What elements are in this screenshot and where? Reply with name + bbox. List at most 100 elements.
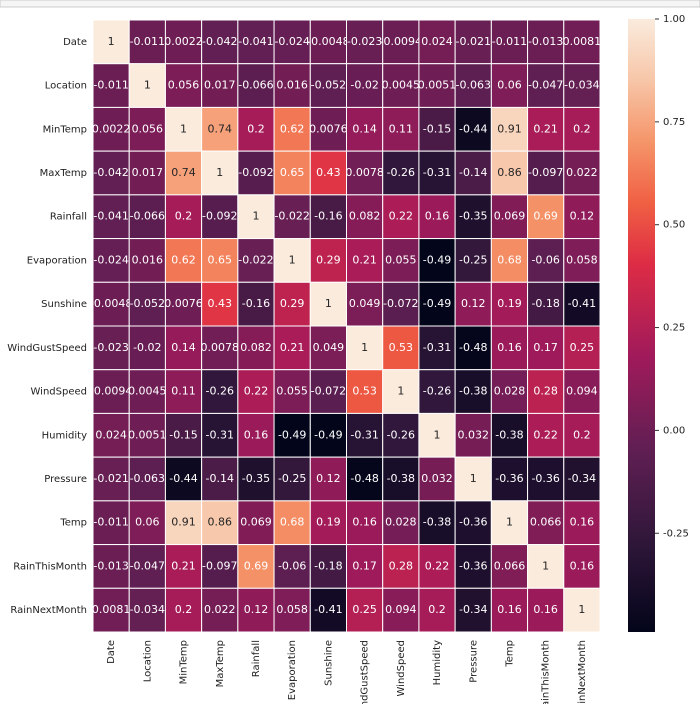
- cell-label: 0.058: [566, 253, 598, 266]
- heatmap-cell: [454, 369, 492, 414]
- x-tick-label: WindGustSpeed: [360, 640, 371, 704]
- heatmap-cell: [273, 281, 311, 327]
- heatmap-cell: [273, 544, 311, 589]
- cell-label: 0.17: [533, 341, 558, 354]
- cell-label: 0.0051: [418, 79, 457, 92]
- cell-label: 0.06: [497, 79, 522, 92]
- cell-label: -0.06: [531, 253, 559, 266]
- cell-label: 1: [252, 210, 259, 223]
- cell-label: 0.2: [573, 122, 591, 135]
- cell-label: 0.069: [494, 210, 526, 223]
- heatmap-cell: [273, 456, 311, 502]
- cell-label: 0.28: [389, 559, 414, 572]
- cell-label: -0.0094: [380, 35, 422, 48]
- cell-label: 0.12: [461, 297, 486, 310]
- cell-label: 0.22: [425, 559, 450, 572]
- cell-label: 0.91: [171, 516, 196, 529]
- cell-label: -0.38: [387, 472, 415, 485]
- cell-label: -0.25: [459, 253, 487, 266]
- y-tick-label: Sunshine: [41, 299, 87, 310]
- cell-label: 1: [361, 341, 368, 354]
- cell-label: 0.082: [240, 341, 272, 354]
- heatmap-cell: [563, 106, 601, 152]
- heatmap-cell: [382, 325, 420, 371]
- cell-label: 0.069: [240, 516, 272, 529]
- cell-label: -0.066: [130, 210, 165, 223]
- cell-label: 0.017: [132, 166, 164, 179]
- heatmap-cell: [527, 587, 565, 633]
- cell-label: -0.011: [93, 516, 128, 529]
- cell-label: -0.49: [278, 428, 306, 441]
- heatmap-cell: [128, 412, 166, 458]
- cell-label: 0.16: [352, 516, 377, 529]
- cell-label: -0.36: [531, 472, 559, 485]
- cell-label: 0.16: [425, 210, 450, 223]
- heatmap-cell: [382, 150, 420, 196]
- cell-label: 1: [108, 35, 115, 48]
- heatmap-cell: [201, 500, 239, 546]
- heatmap-cell: [346, 587, 384, 633]
- cell-label: -0.092: [238, 166, 273, 179]
- heatmap-cell: [164, 106, 203, 152]
- cell-label: 0.14: [352, 122, 377, 135]
- cell-label: 0.055: [385, 253, 417, 266]
- heatmap-cell: [454, 63, 492, 108]
- cell-label: -0.44: [459, 122, 487, 135]
- x-tick-label: MaxTemp: [215, 640, 226, 687]
- cell-label: -0.047: [130, 559, 165, 572]
- heatmap-cell: [418, 325, 456, 371]
- colorbar-tick-label: 0.50: [663, 220, 685, 231]
- cell-label: -0.034: [130, 603, 165, 616]
- heatmap-cell: [92, 63, 130, 108]
- heatmap-cell: [490, 63, 529, 108]
- cell-label: -0.052: [130, 297, 165, 310]
- cell-label: -0.38: [459, 385, 487, 398]
- heatmap-cell: [454, 238, 492, 283]
- cell-label: 0.11: [171, 385, 196, 398]
- cell-label: -0.34: [459, 603, 487, 616]
- cell-label: -0.44: [169, 472, 197, 485]
- heatmap-cell: [273, 238, 311, 283]
- cell-label: 0.16: [533, 603, 558, 616]
- heatmap-cell: [164, 456, 203, 502]
- heatmap-cell: [454, 544, 492, 589]
- colorbar-tick-label: 0.75: [663, 117, 685, 128]
- cell-label: -0.26: [206, 385, 234, 398]
- cell-label: -0.38: [423, 516, 451, 529]
- heatmap-cell: [418, 63, 456, 108]
- cell-label: -0.0048: [90, 297, 132, 310]
- cell-label: 0.21: [533, 122, 558, 135]
- x-tick-label: RainNextMonth: [577, 640, 588, 704]
- x-tick-label: MinTemp: [179, 640, 190, 684]
- x-tick-label: RainThisMonth: [541, 640, 552, 704]
- cell-label: 0.22: [389, 210, 414, 223]
- heatmap-cell: [527, 106, 565, 152]
- x-tick-label: WindSpeed: [396, 640, 407, 696]
- cell-label: -0.15: [423, 122, 451, 135]
- heatmap-cell: [563, 456, 601, 502]
- cell-label: 0.22: [244, 385, 269, 398]
- heatmap-cell: [164, 369, 203, 414]
- cell-label: 0.0045: [382, 79, 421, 92]
- cell-label: -0.034: [564, 79, 599, 92]
- heatmap-cell: [309, 194, 347, 240]
- cell-label: 0.12: [244, 603, 269, 616]
- cell-label: 1: [289, 253, 296, 266]
- cell-label: 0.058: [276, 603, 308, 616]
- cell-label: 0.12: [570, 210, 595, 223]
- heatmap-cell: [563, 63, 601, 108]
- heatmap-cell: [92, 325, 130, 371]
- cell-label: -0.18: [531, 297, 559, 310]
- cell-label: -0.36: [495, 472, 523, 485]
- heatmap-cell: [382, 369, 420, 414]
- heatmap-cell: [418, 19, 456, 65]
- cell-label: 0.19: [316, 516, 341, 529]
- heatmap-cell: [164, 587, 203, 633]
- heatmap-cell: [128, 281, 166, 327]
- cell-label: 1: [542, 559, 549, 572]
- y-tick-label: Rainfall: [50, 212, 87, 223]
- cell-label: -0.15: [169, 428, 197, 441]
- cell-label: -0.16: [242, 297, 270, 310]
- heatmap-cell: [490, 500, 529, 546]
- heatmap-cell: [128, 19, 166, 65]
